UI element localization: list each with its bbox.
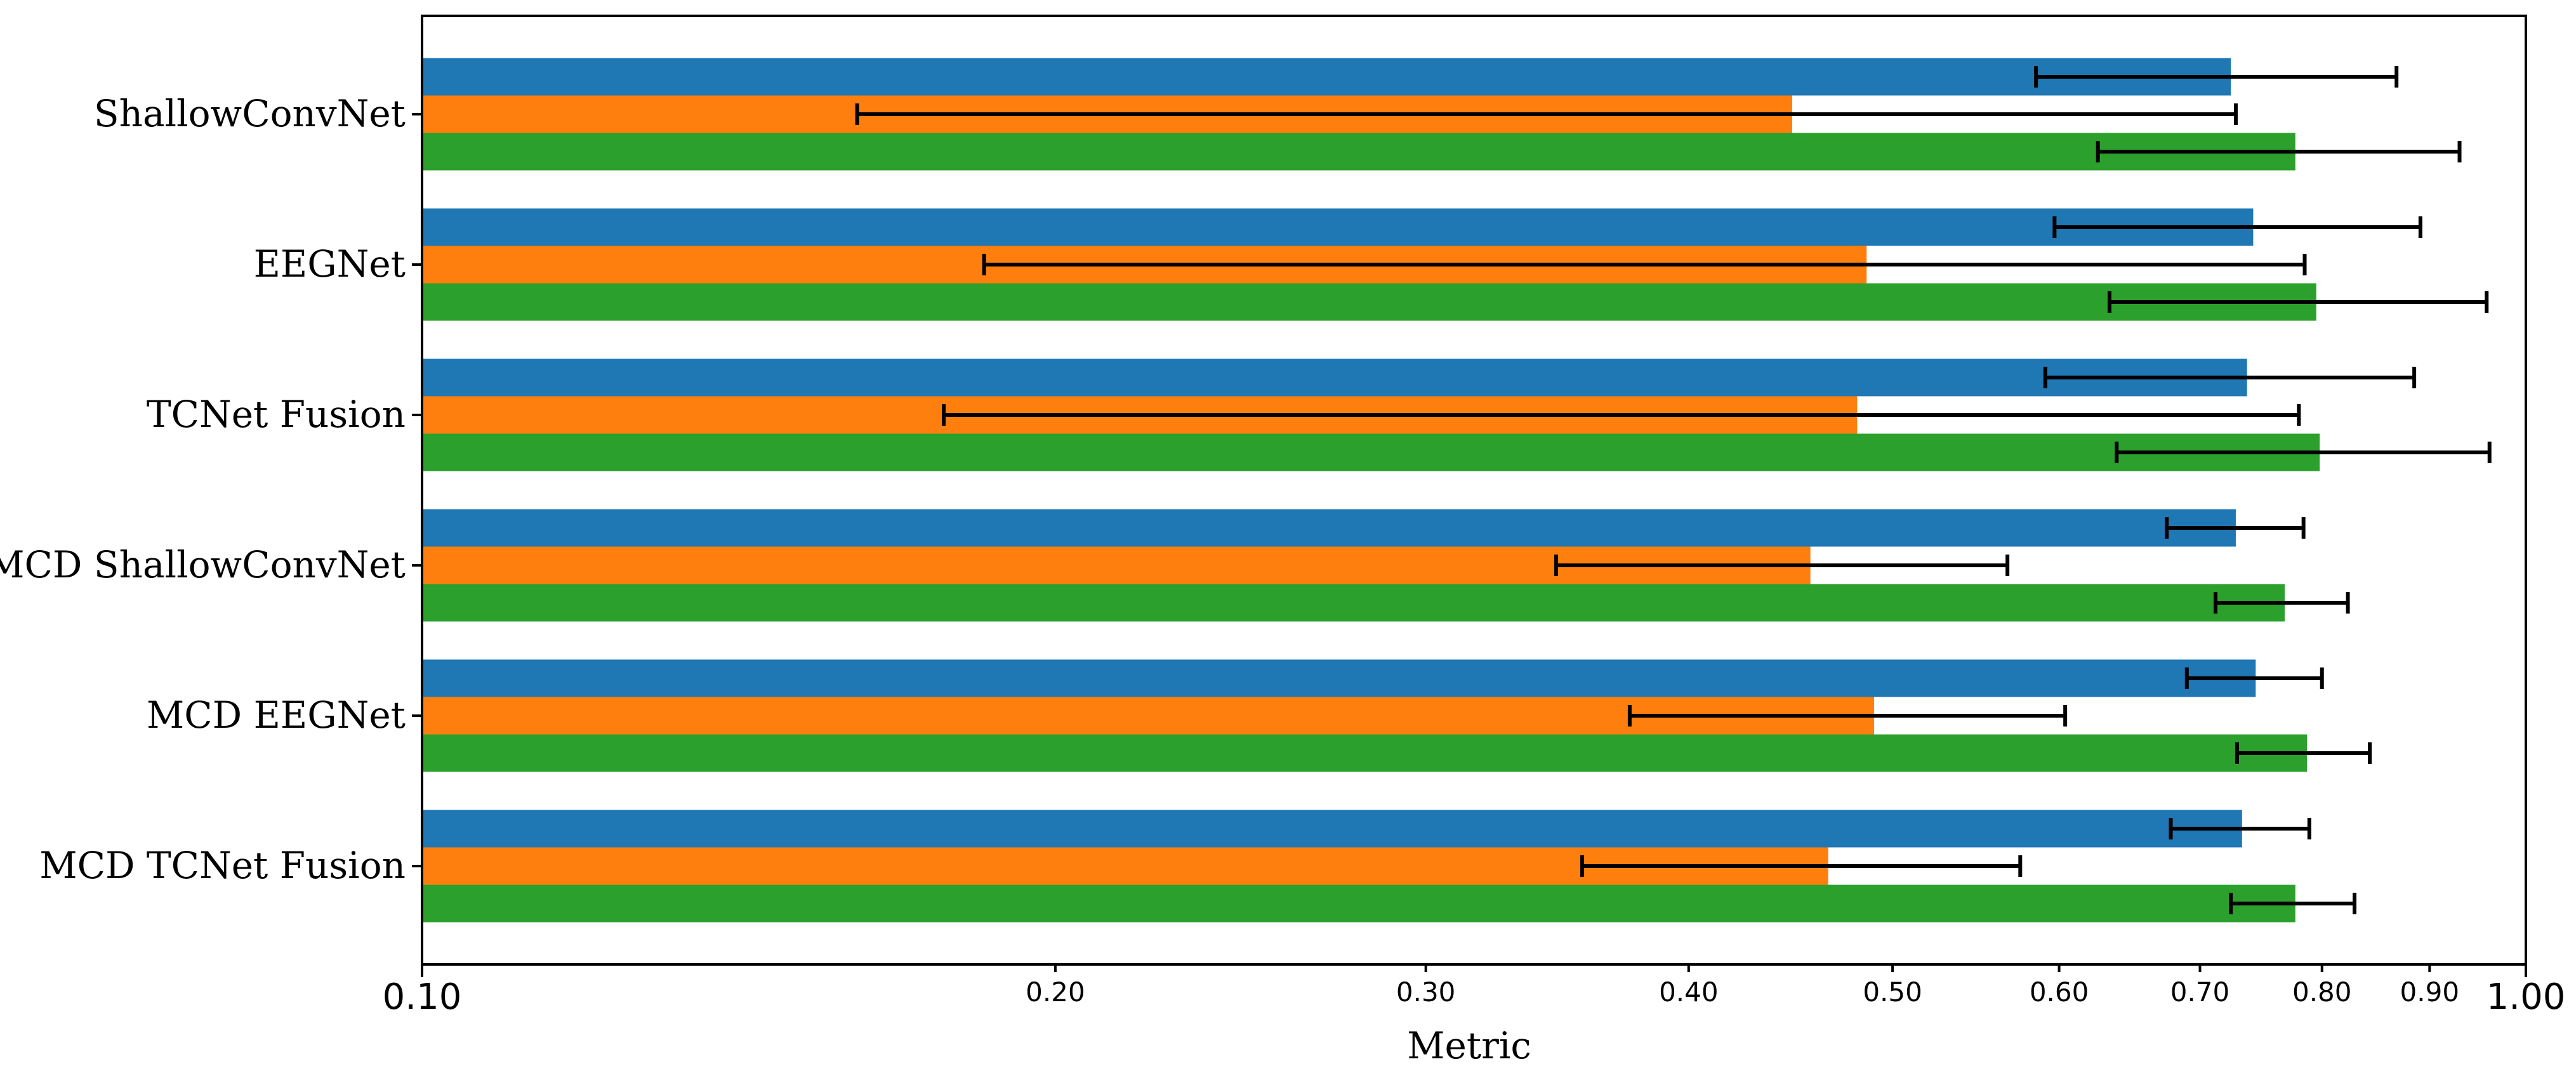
bar-series-1 (422, 810, 2242, 848)
x-tick-label: 0.60 (2030, 976, 2089, 1008)
x-tick-label: 0.10 (383, 976, 462, 1018)
error-bar (2043, 367, 2417, 388)
x-axis-label: Metric (1407, 1024, 1531, 1067)
error-bar (2115, 442, 2492, 463)
bars-layer (422, 58, 2320, 923)
y-tick-label: MCD EEGNet (147, 693, 406, 737)
x-tick-label: 0.40 (1659, 976, 1719, 1008)
error-bar (982, 254, 2307, 275)
y-axis: ShallowConvNet EEGNet TCNet Fusion MCD Shal… (0, 92, 422, 887)
bar-series-3 (422, 884, 2295, 923)
x-axis: 0.10 0.20 0.30 0.40 0.50 0.60 0.70 0.80 0.90 1.00 (383, 964, 2566, 1018)
error-bar (2034, 66, 2399, 88)
plot-frame (421, 15, 2527, 966)
bar-series-1 (422, 58, 2231, 96)
y-tick-label: MCD ShallowConvNet (0, 543, 406, 586)
error-bar (1580, 855, 2023, 877)
x-tick-label: 0.70 (2170, 976, 2230, 1008)
x-tick-label: 0.30 (1396, 976, 1456, 1008)
x-tick-label: 0.50 (1863, 976, 1922, 1008)
error-bar (2165, 517, 2306, 539)
y-tick-label: MCD TCNet Fusion (39, 844, 406, 887)
bar-series-1 (422, 208, 2254, 246)
bar-series-3 (422, 433, 2320, 471)
error-bar (2184, 667, 2324, 689)
error-bars-layer (855, 66, 2492, 914)
error-bar (2107, 291, 2489, 313)
y-tick-label: ShallowConvNet (94, 92, 406, 135)
error-bar (2052, 216, 2422, 238)
error-bar (1554, 555, 2010, 576)
error-bar (1627, 705, 2068, 726)
error-bar (2213, 592, 2350, 614)
error-bar (942, 404, 2301, 426)
bar-series-1 (422, 509, 2236, 547)
error-bar (2096, 141, 2462, 162)
error-bar (2235, 742, 2372, 764)
x-tick-label: 1.00 (2487, 976, 2566, 1018)
x-tick-label: 0.80 (2292, 976, 2352, 1008)
y-tick-label: TCNet Fusion (147, 393, 406, 436)
error-bar (2169, 818, 2311, 839)
y-tick-label: EEGNet (254, 242, 406, 286)
bar-series-3 (422, 584, 2285, 622)
error-bar (855, 103, 2238, 125)
bar-series-1 (422, 659, 2256, 697)
plot-area (422, 16, 2526, 964)
bar-series-3 (422, 734, 2308, 772)
x-tick-label: 0.90 (2400, 976, 2460, 1008)
bar-series-3 (422, 283, 2316, 321)
bar-series-1 (422, 358, 2247, 397)
bar-series-3 (422, 133, 2295, 171)
x-tick-label: 0.20 (1026, 976, 1085, 1008)
error-bar (2229, 893, 2357, 914)
